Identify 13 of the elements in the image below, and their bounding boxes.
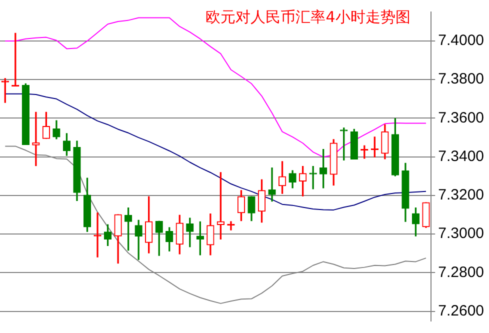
candlestick [309, 166, 317, 190]
y-tick-label: 7.3800 [438, 70, 484, 88]
y-tick-label: 7.2600 [438, 302, 484, 320]
chart-title: 欧元对人民币汇率4小时走势图 [206, 8, 410, 26]
y-tick-label: 7.3000 [438, 225, 484, 242]
y-tick-label: 7.4000 [438, 32, 484, 50]
candlestick [94, 212, 102, 258]
y-tick-label: 7.3200 [438, 186, 484, 204]
candlestick [268, 168, 276, 202]
y-tick-label: 7.2800 [438, 264, 484, 281]
y-tick-label: 7.3600 [438, 109, 484, 126]
y-tick-label: 7.3400 [438, 148, 484, 165]
candlestick [32, 112, 40, 166]
